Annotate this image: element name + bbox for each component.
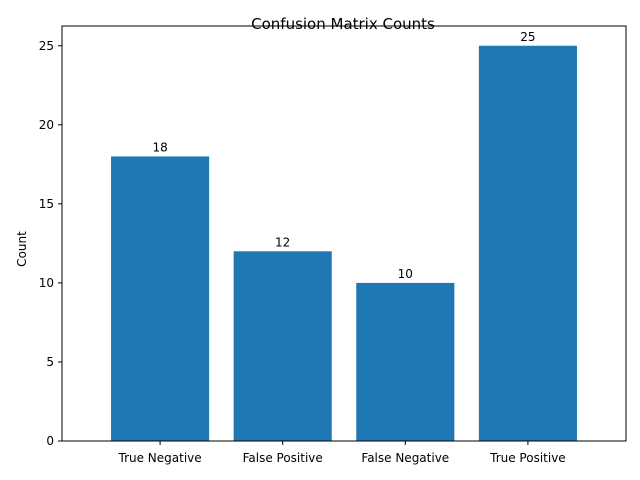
bar: [233, 251, 332, 441]
x-axis-ticks: True Negative False Positive False Negativ…: [118, 441, 566, 465]
x-tick-label: True Negative: [118, 451, 202, 465]
bar-value-label: 18: [152, 140, 167, 154]
bar-value-label: 10: [398, 267, 413, 281]
x-tick-label: False Negative: [361, 451, 449, 465]
bar: [356, 282, 455, 441]
y-tick-label: 0: [46, 434, 54, 448]
bar-value-label: 12: [275, 235, 290, 249]
bars-group: [111, 45, 577, 442]
x-tick-label: False Positive: [243, 451, 323, 465]
y-tick-label: 10: [39, 276, 54, 290]
bar-value-label: 25: [520, 30, 535, 44]
data-labels-group: 18 12 10 25: [152, 30, 535, 281]
y-axis-label: Count: [15, 231, 29, 267]
bar: [111, 156, 210, 441]
y-axis-ticks: 0 5 10 15 20 25: [39, 39, 62, 448]
y-tick-label: 5: [46, 355, 54, 369]
y-tick-label: 15: [39, 197, 54, 211]
bar: [478, 45, 577, 442]
chart-title: Confusion Matrix Counts: [251, 15, 435, 33]
y-tick-label: 25: [39, 39, 54, 53]
plot-frame: [61, 25, 627, 442]
x-tick-label: True Positive: [489, 451, 566, 465]
y-tick-label: 20: [39, 118, 54, 132]
